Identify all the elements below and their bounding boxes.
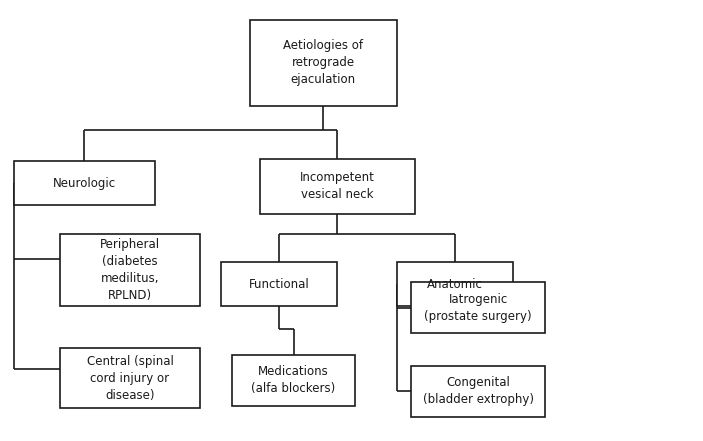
FancyBboxPatch shape [232,355,355,406]
FancyBboxPatch shape [411,366,545,417]
Text: Iatrogenic
(prostate surgery): Iatrogenic (prostate surgery) [424,292,532,323]
FancyBboxPatch shape [221,262,337,306]
Text: Peripheral
(diabetes
medilitus,
RPLND): Peripheral (diabetes medilitus, RPLND) [100,238,160,302]
FancyBboxPatch shape [14,161,155,205]
Text: Medications
(alfa blockers): Medications (alfa blockers) [252,365,335,396]
FancyBboxPatch shape [411,282,545,333]
FancyBboxPatch shape [260,159,415,214]
FancyBboxPatch shape [250,20,397,106]
FancyBboxPatch shape [397,262,513,306]
Text: Aetiologies of
retrograde
ejaculation: Aetiologies of retrograde ejaculation [283,39,363,86]
Text: Neurologic: Neurologic [53,176,116,190]
Text: Congenital
(bladder extrophy): Congenital (bladder extrophy) [423,376,534,407]
FancyBboxPatch shape [60,234,200,306]
Text: Incompetent
vesical neck: Incompetent vesical neck [300,171,375,202]
Text: Central (spinal
cord injury or
disease): Central (spinal cord injury or disease) [86,355,174,402]
Text: Anatomic: Anatomic [427,278,483,291]
Text: Functional: Functional [249,278,310,291]
FancyBboxPatch shape [60,348,200,408]
